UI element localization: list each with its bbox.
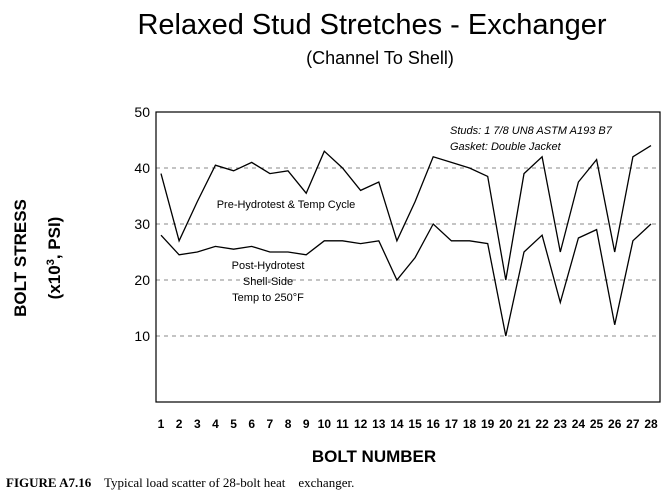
x-tick-12: 12 xyxy=(354,417,368,431)
y-tick-40: 40 xyxy=(134,160,150,176)
series-line-1 xyxy=(160,145,652,281)
y-tick-50: 50 xyxy=(134,104,150,120)
series-label-pre: Pre-Hydrotest & Temp Cycle xyxy=(217,199,356,211)
x-tick-labels: 1 2 3 4 5 6 7 8 9 10 11 12 13 14 15 16 17 18 19 20 21 22 23 24 2… xyxy=(158,417,658,431)
x-axis-label: BOLT NUMBER xyxy=(312,447,436,466)
series-label-post-2: Shell-Side xyxy=(243,276,293,288)
x-tick-16: 16 xyxy=(427,417,441,431)
series-label-post-3: Temp to 250°F xyxy=(232,292,304,304)
x-tick-24: 24 xyxy=(572,417,586,431)
x-tick-26: 26 xyxy=(608,417,622,431)
y-tick-labels: 10 20 30 40 50 xyxy=(134,104,150,344)
y-axis-label-line1: BOLT STRESS xyxy=(11,199,30,317)
x-tick-10: 10 xyxy=(318,417,332,431)
x-tick-23: 23 xyxy=(554,417,568,431)
x-tick-2: 2 xyxy=(176,417,183,431)
x-tick-6: 6 xyxy=(248,417,255,431)
caption-text: Typical load scatter of 28-bolt heat exc… xyxy=(104,475,355,490)
x-tick-21: 21 xyxy=(517,417,531,431)
y-axis-label-line2: (x103, PSI) xyxy=(45,217,64,300)
x-tick-27: 27 xyxy=(626,417,640,431)
plot-frame xyxy=(155,111,661,403)
y-axis-label-suffix: , PSI) xyxy=(45,217,64,260)
x-tick-7: 7 xyxy=(267,417,274,431)
x-tick-3: 3 xyxy=(194,417,201,431)
x-tick-13: 13 xyxy=(372,417,386,431)
x-tick-17: 17 xyxy=(445,417,459,431)
x-tick-20: 20 xyxy=(499,417,513,431)
x-tick-25: 25 xyxy=(590,417,604,431)
y-axis-label-prefix: (x10 xyxy=(45,265,64,299)
x-tick-14: 14 xyxy=(390,417,404,431)
caption-label: FIGURE A7.16 xyxy=(6,475,92,490)
chart: Relaxed Stud Stretches - Exchanger (Chan… xyxy=(11,9,661,466)
x-tick-4: 4 xyxy=(212,417,219,431)
y-tick-10: 10 xyxy=(134,328,150,344)
chart-title: Relaxed Stud Stretches - Exchanger xyxy=(137,9,606,41)
y-tick-20: 20 xyxy=(134,272,150,288)
x-tick-8: 8 xyxy=(285,417,292,431)
y-axis-label-sup: 3 xyxy=(45,259,57,265)
x-tick-1: 1 xyxy=(158,417,165,431)
series-label-post-1: Post-Hydrotest xyxy=(232,260,305,272)
x-tick-22: 22 xyxy=(535,417,549,431)
x-tick-9: 9 xyxy=(303,417,310,431)
x-tick-11: 11 xyxy=(336,417,349,431)
chart-subtitle: (Channel To Shell) xyxy=(306,48,454,68)
x-tick-15: 15 xyxy=(408,417,422,431)
figure-caption: FIGURE A7.16 Typical load scatter of 28-… xyxy=(6,475,354,491)
y-tick-30: 30 xyxy=(134,216,150,232)
series-line-2 xyxy=(160,222,652,337)
x-tick-19: 19 xyxy=(481,417,495,431)
grid-lines xyxy=(156,167,660,337)
note-gasket: Gasket: Double Jacket xyxy=(450,141,562,153)
note-studs: Studs: 1 7/8 UN8 ASTM A193 B7 xyxy=(450,125,613,137)
x-tick-18: 18 xyxy=(463,417,477,431)
series-lines xyxy=(160,145,652,337)
x-tick-5: 5 xyxy=(230,417,237,431)
x-tick-28: 28 xyxy=(644,417,658,431)
